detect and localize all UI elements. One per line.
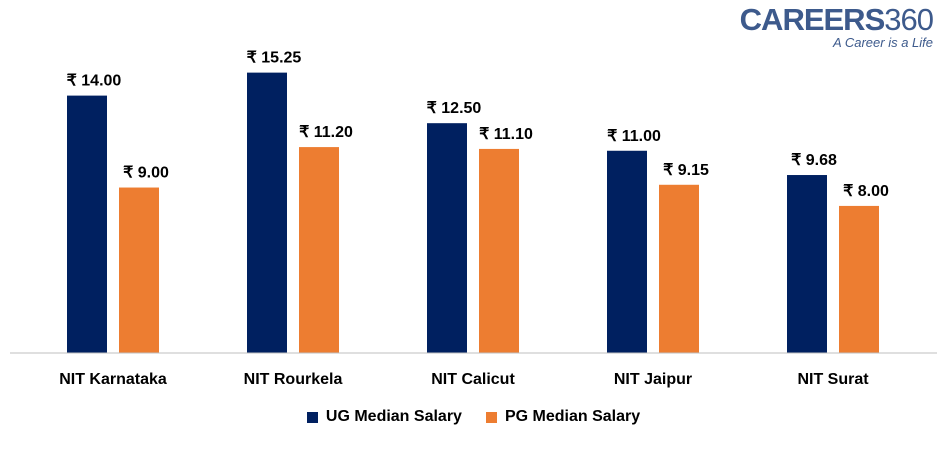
bar-ug [607,150,647,353]
legend-swatch-pg [485,411,497,423]
bar-ug [67,95,107,354]
bar-ug [247,72,287,353]
x-tick-label: NIT Calicut [431,371,515,388]
bar-pg [299,147,339,353]
bar-pg [479,148,519,353]
legend-item-pg: PG Median Salary [485,408,641,426]
bar-pg [839,205,879,353]
bar-ug [787,175,827,353]
bar-pg [659,184,699,353]
legend-swatch-ug [306,411,318,423]
data-label: ₹ 8.00 [843,183,889,200]
data-label: ₹ 11.10 [479,126,533,143]
data-label: ₹ 11.20 [299,124,353,141]
data-label: ₹ 12.50 [427,100,482,117]
data-label: ₹ 9.00 [123,165,169,182]
chart-legend: UG Median Salary PG Median Salary [0,408,947,426]
bar-ug [427,123,467,354]
x-tick-label: NIT Jaipur [614,371,692,388]
data-label: ₹ 9.68 [791,152,837,169]
x-tick-label: NIT Karnataka [59,371,167,388]
careers360-logo: CAREERS360 A Career is a Life [739,2,934,50]
bar-pg [119,187,159,353]
legend-item-ug: UG Median Salary [306,408,462,426]
logo-tagline: A Career is a Life [833,35,933,50]
data-label: ₹ 9.15 [663,162,709,179]
x-tick-label: NIT Surat [797,371,869,388]
x-tick-label: NIT Rourkela [244,371,343,388]
logo-brand-number: 360 [884,2,934,37]
legend-label-pg: PG Median Salary [504,408,641,425]
data-label: ₹ 15.25 [247,50,302,67]
data-label: ₹ 11.00 [607,128,661,145]
legend-label-ug: UG Median Salary [325,408,462,425]
logo-brand: CAREERS [739,2,886,37]
data-label: ₹ 14.00 [67,73,122,90]
